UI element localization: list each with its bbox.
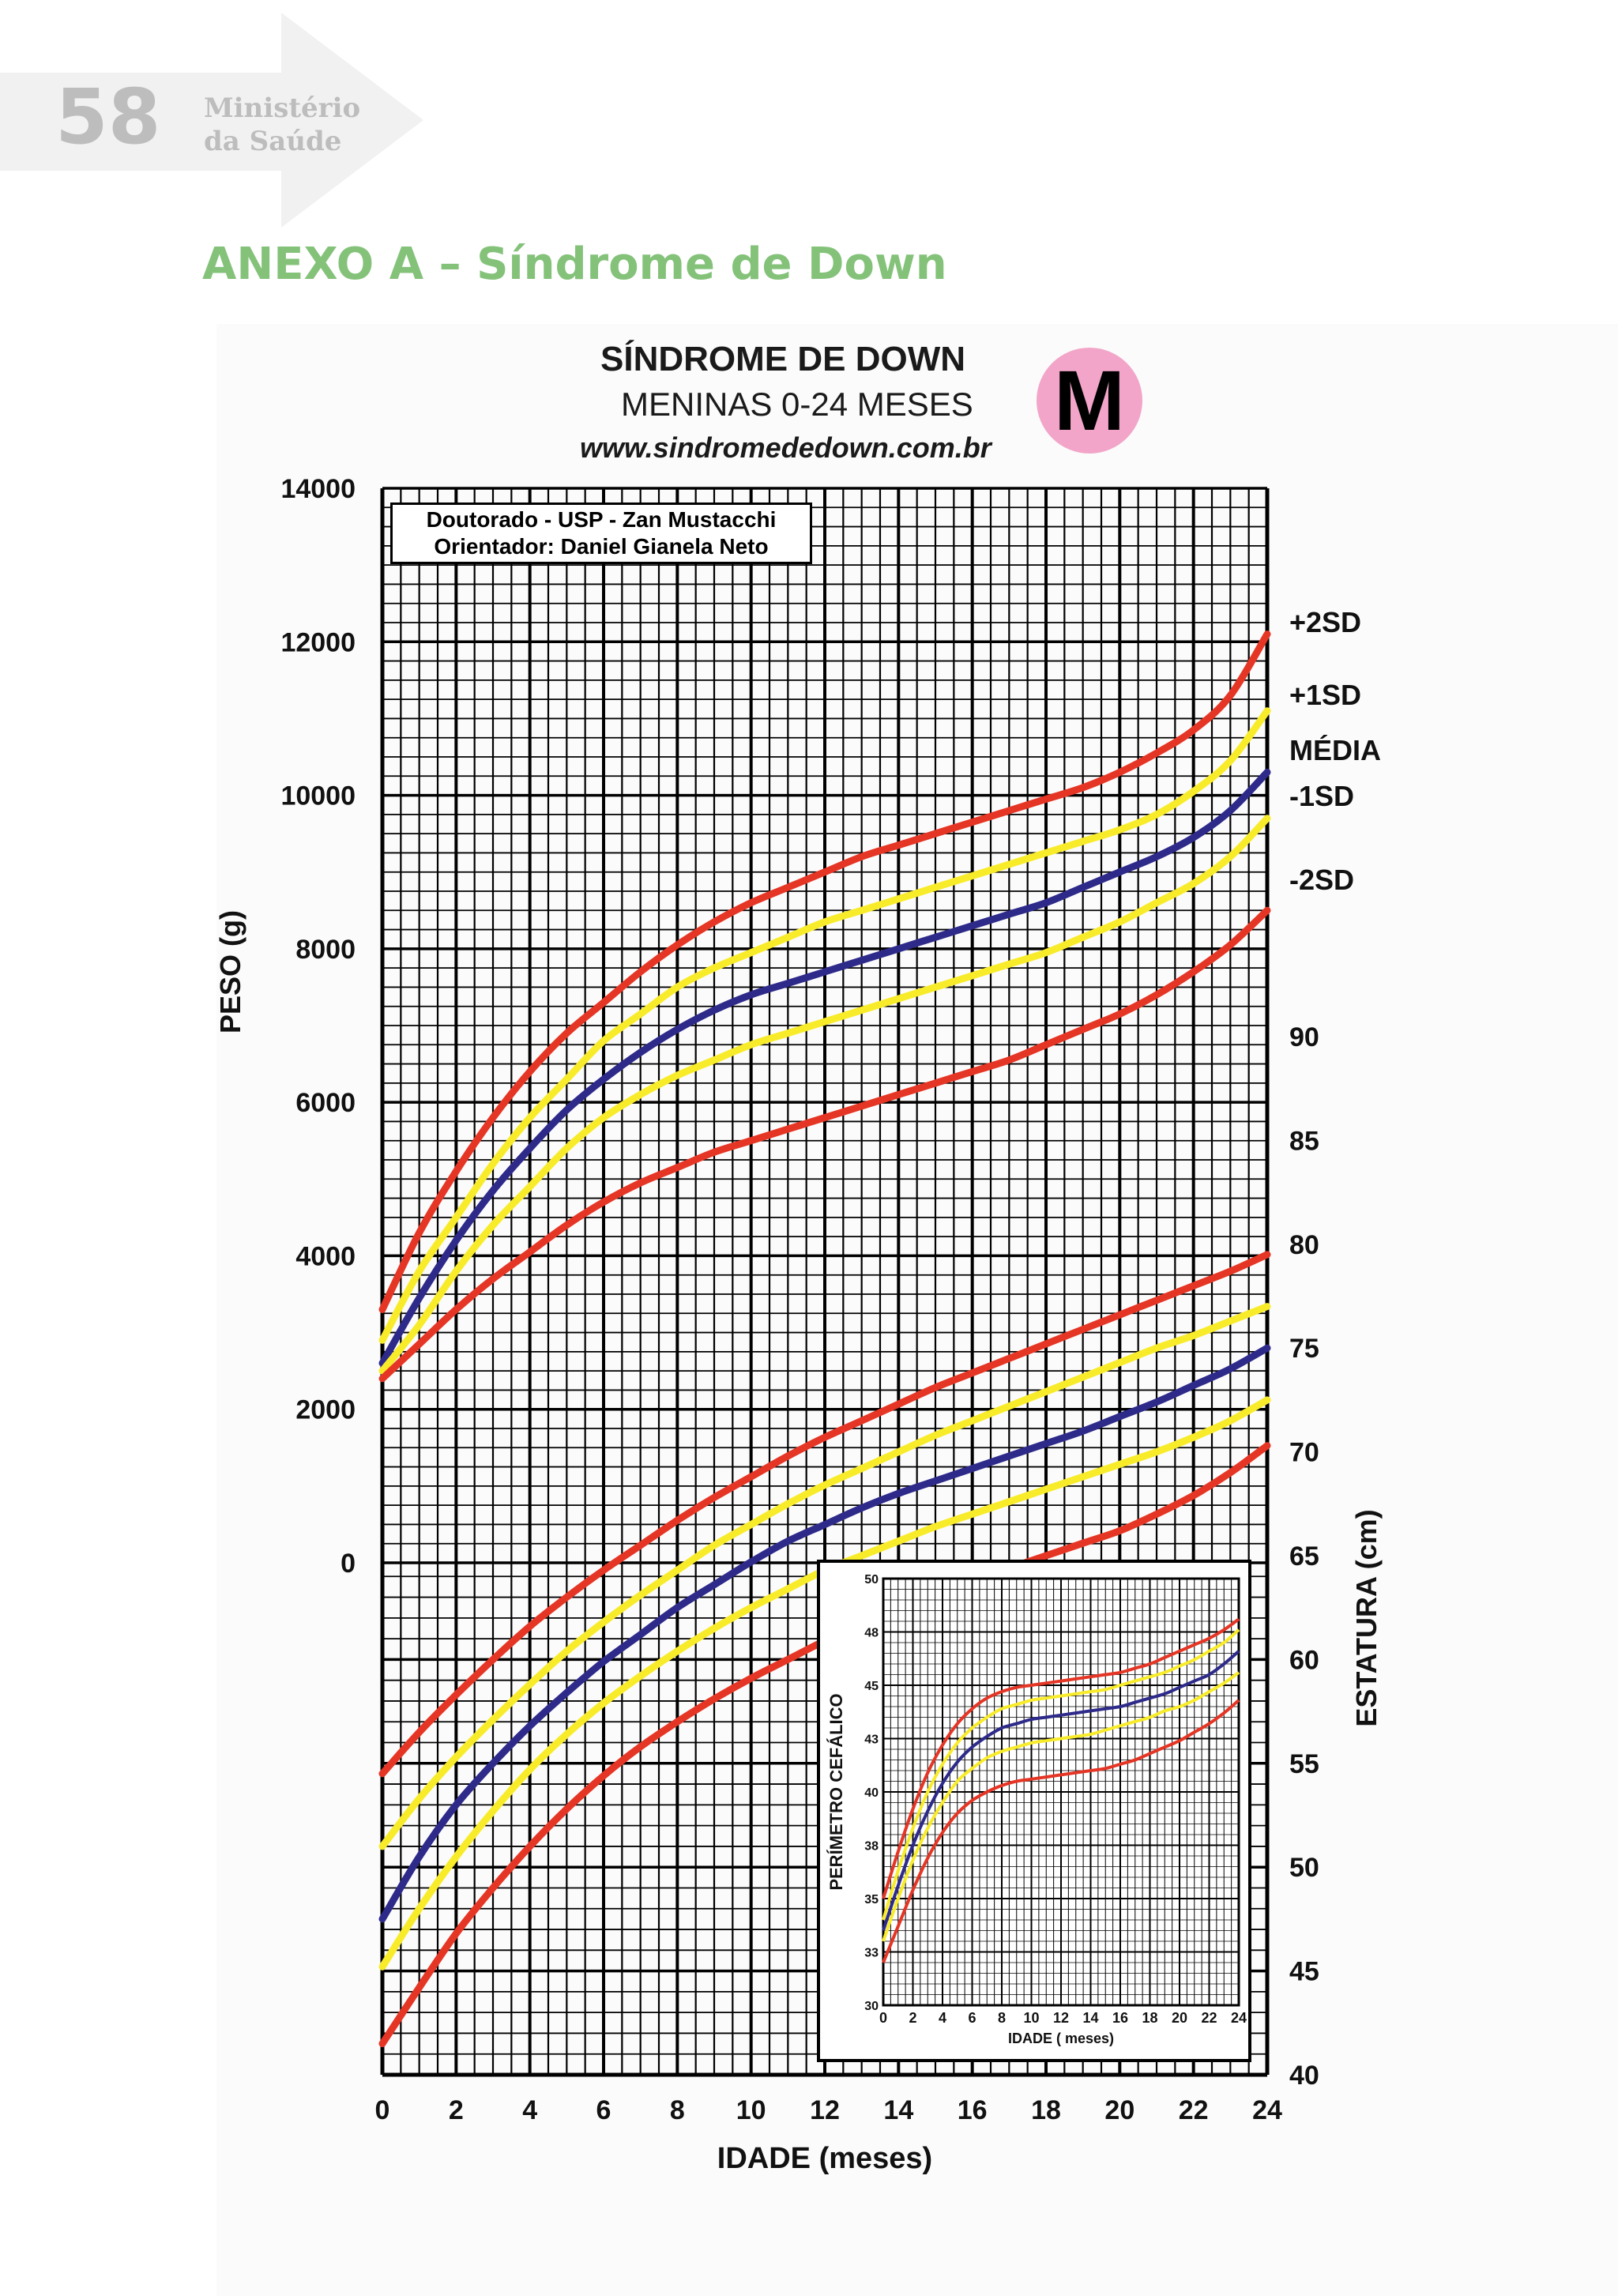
inset-y-axis-title: PERÍMETRO CEFÁLICO — [826, 1693, 846, 1890]
height-curve — [378, 1344, 1271, 1923]
x-tick-label: 10 — [736, 2095, 766, 2125]
inset-x-tick-label: 8 — [998, 2010, 1006, 2026]
inset-x-axis-title: IDADE ( meses) — [1008, 2031, 1114, 2046]
height-curve — [378, 1251, 1271, 1778]
sd-label: -2SD — [1289, 864, 1354, 896]
x-tick-label: 12 — [810, 2095, 840, 2125]
inset-x-tick-label: 24 — [1231, 2010, 1247, 2026]
inset-y-tick-label: 35 — [864, 1893, 879, 1906]
inset-x-tick-label: 4 — [939, 2010, 946, 2026]
inset-curve — [882, 1650, 1240, 1932]
y-tick-label-weight: 8000 — [295, 935, 356, 965]
y-tick-label-height: 40 — [1289, 2061, 1319, 2091]
inset-x-tick-label: 0 — [879, 2010, 887, 2026]
height-curve — [378, 1442, 1271, 2048]
y-tick-label-height: 60 — [1289, 1645, 1319, 1675]
inset-curve — [882, 1671, 1240, 1942]
inset-curve — [882, 1699, 1240, 1963]
inset-x-tick-label: 14 — [1082, 2010, 1098, 2026]
section-title: ANEXO A – Síndrome de Down — [202, 239, 947, 290]
inset-y-tick-label: 30 — [864, 2000, 879, 2013]
y-tick-label-height: 90 — [1289, 1022, 1319, 1052]
credit-line-2: Orientador: Daniel Gianela Neto — [434, 534, 769, 559]
inset-curve — [882, 1617, 1240, 1899]
ministry-logo-text: Ministério da Saúde — [204, 92, 360, 158]
y-tick-label-weight: 14000 — [280, 474, 356, 504]
y-tick-label-height: 50 — [1289, 1853, 1319, 1883]
y-tick-label-weight: 0 — [341, 1549, 356, 1579]
x-tick-label: 8 — [670, 2095, 685, 2125]
y-tick-label-weight: 4000 — [295, 1241, 356, 1271]
y-axis-title-weight: PESO (g) — [214, 910, 246, 1033]
chart-subtitle: MENINAS 0-24 MESES — [621, 386, 973, 423]
inset-curve — [882, 1628, 1240, 1921]
x-tick-label: 16 — [958, 2095, 988, 2125]
sd-label: -1SD — [1289, 780, 1354, 812]
y-tick-label-height: 45 — [1289, 1957, 1319, 1987]
x-tick-label: 2 — [449, 2095, 464, 2125]
x-tick-label: 4 — [522, 2095, 537, 2125]
x-tick-label: 14 — [883, 2095, 913, 2125]
y-tick-label-weight: 10000 — [280, 781, 356, 811]
inset-x-tick-label: 20 — [1172, 2010, 1187, 2026]
chart-url: www.sindromededown.com.br — [580, 431, 991, 464]
sd-label: +2SD — [1289, 606, 1361, 638]
inset-x-tick-label: 6 — [968, 2010, 976, 2026]
credit-line-1: Doutorado - USP - Zan Mustacchi — [426, 507, 777, 532]
height-curve — [378, 1303, 1271, 1850]
inset-y-tick-label: 33 — [864, 1947, 879, 1960]
inset-x-tick-label: 2 — [909, 2010, 916, 2026]
x-tick-label: 18 — [1031, 2095, 1061, 2125]
inset-x-tick-label: 22 — [1201, 2010, 1217, 2026]
y-tick-label-height: 70 — [1289, 1438, 1319, 1468]
weight-curve — [378, 815, 1271, 1375]
inset-x-tick-label: 12 — [1053, 2010, 1069, 2026]
x-tick-label: 0 — [375, 2095, 390, 2125]
inset-axes — [882, 1577, 1240, 2007]
weight-curve — [378, 768, 1271, 1367]
inset-y-tick-label: 50 — [864, 1573, 879, 1586]
y-tick-label-weight: 6000 — [295, 1088, 356, 1118]
credit-box: Doutorado - USP - Zan Mustacchi Orientad… — [390, 502, 812, 564]
weight-curve — [378, 630, 1271, 1313]
y-tick-label-height: 65 — [1289, 1541, 1319, 1571]
y-tick-label-weight: 12000 — [280, 627, 356, 657]
page-number: 58 — [55, 73, 161, 161]
inset-y-tick-label: 48 — [864, 1627, 879, 1640]
inset-x-tick-label: 10 — [1023, 2010, 1039, 2026]
chart-title: SÍNDROME DE DOWN — [600, 340, 965, 378]
x-tick-label: 22 — [1179, 2095, 1209, 2125]
sd-label: +1SD — [1289, 679, 1361, 711]
y-tick-label-weight: 2000 — [295, 1395, 356, 1425]
x-tick-label: 24 — [1252, 2095, 1282, 2125]
y-axis-title-height: ESTATURA (cm) — [1350, 1509, 1383, 1726]
inset-y-tick-label: 43 — [864, 1733, 879, 1747]
x-tick-label: 20 — [1104, 2095, 1134, 2125]
y-tick-label-height: 85 — [1289, 1126, 1319, 1156]
inset-y-tick-label: 40 — [864, 1786, 879, 1800]
gender-badge: M — [1037, 348, 1142, 454]
x-tick-label: 6 — [596, 2095, 611, 2125]
y-tick-label-height: 55 — [1289, 1749, 1319, 1779]
y-tick-label-height: 80 — [1289, 1230, 1319, 1260]
inset-x-tick-label: 16 — [1112, 2010, 1128, 2026]
inset-y-tick-label: 38 — [864, 1840, 879, 1854]
sd-label: MÉDIA — [1289, 734, 1381, 766]
ministry-line-1: Ministério — [204, 92, 361, 124]
y-tick-label-height: 75 — [1289, 1334, 1319, 1364]
inset-x-tick-label: 18 — [1142, 2010, 1157, 2026]
x-axis-title: IDADE (meses) — [717, 2142, 932, 2175]
weight-curve — [378, 707, 1271, 1344]
header-arrow-shape — [0, 13, 423, 228]
height-curve — [378, 1396, 1271, 1970]
weight-curve — [378, 906, 1271, 1383]
ministry-line-2: da Saúde — [204, 126, 342, 157]
inset-y-tick-label: 45 — [864, 1680, 879, 1693]
